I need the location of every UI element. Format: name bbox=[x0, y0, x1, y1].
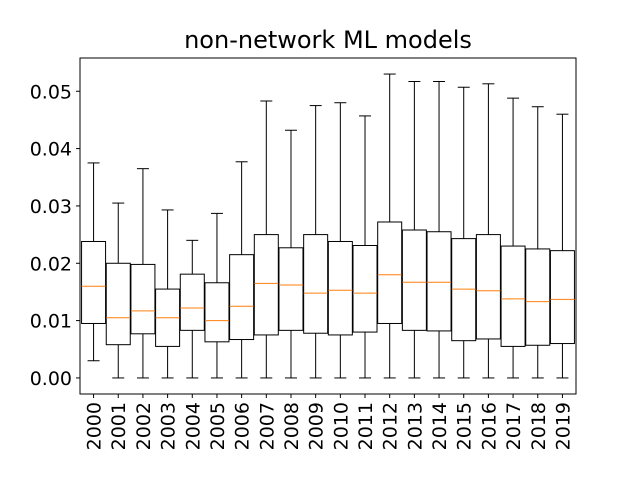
box-iqr bbox=[426, 231, 452, 332]
x-tick-label: 2013 bbox=[404, 402, 426, 450]
x-tick-label: 2011 bbox=[355, 402, 377, 450]
box-iqr bbox=[229, 254, 255, 341]
y-tick-label: 0.00 bbox=[30, 368, 72, 390]
box-iqr bbox=[500, 245, 526, 347]
plot-frame bbox=[79, 57, 577, 395]
x-tick-label: 2012 bbox=[380, 402, 402, 450]
x-tick-label: 2017 bbox=[503, 402, 525, 450]
box-iqr bbox=[401, 229, 427, 331]
box-iqr bbox=[179, 273, 205, 331]
y-tick-label: 0.03 bbox=[30, 196, 72, 218]
y-tick-label: 0.01 bbox=[30, 311, 72, 333]
x-tick-label: 2015 bbox=[454, 402, 476, 450]
x-tick-label: 2007 bbox=[256, 402, 278, 450]
box-iqr bbox=[549, 250, 575, 345]
x-tick-label: 2008 bbox=[281, 402, 303, 450]
box-iqr bbox=[253, 234, 279, 336]
box-iqr bbox=[327, 240, 353, 336]
x-tick-label: 2016 bbox=[478, 402, 500, 450]
box-iqr bbox=[81, 240, 107, 324]
y-tick-label: 0.04 bbox=[30, 139, 72, 161]
box-iqr bbox=[525, 248, 551, 346]
x-tick-label: 2001 bbox=[108, 402, 130, 450]
x-tick-label: 2003 bbox=[158, 402, 180, 450]
chart-title: non-network ML models bbox=[184, 26, 472, 54]
x-tick-label: 2000 bbox=[84, 402, 106, 450]
box-iqr bbox=[105, 262, 131, 346]
x-tick-label: 2014 bbox=[429, 402, 451, 450]
box-iqr bbox=[303, 234, 329, 334]
x-tick-label: 2004 bbox=[182, 402, 204, 450]
box-iqr bbox=[451, 238, 477, 342]
x-tick-label: 2006 bbox=[232, 402, 254, 450]
x-tick-label: 2009 bbox=[306, 402, 328, 450]
box-iqr bbox=[130, 263, 156, 335]
x-tick-label: 2019 bbox=[552, 402, 574, 450]
x-tick-label: 2005 bbox=[207, 402, 229, 450]
box-iqr bbox=[377, 221, 403, 324]
x-tick-label: 2018 bbox=[528, 402, 550, 450]
x-tick-label: 2010 bbox=[330, 402, 352, 450]
box-iqr bbox=[278, 247, 304, 331]
box-iqr bbox=[475, 234, 501, 340]
box-iqr bbox=[204, 282, 230, 343]
y-tick-label: 0.05 bbox=[30, 81, 72, 103]
box-iqr bbox=[352, 244, 378, 333]
y-tick-label: 0.02 bbox=[30, 253, 72, 275]
x-tick-label: 2002 bbox=[133, 402, 155, 450]
